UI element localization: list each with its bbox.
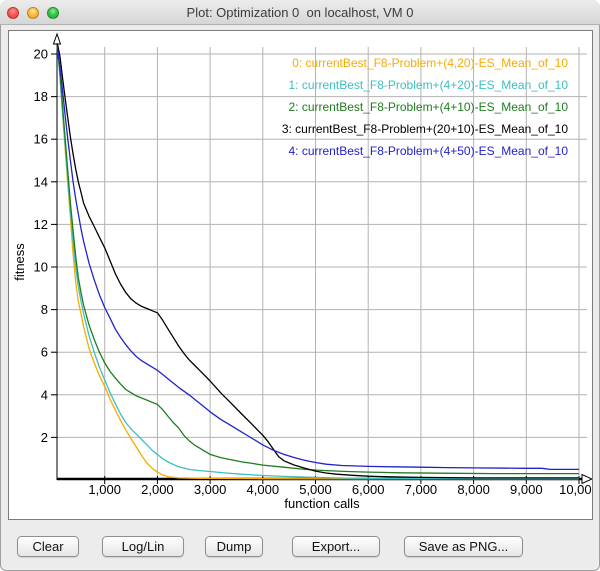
dump-button[interactable]: Dump [205, 536, 263, 557]
tick-labels: 2 4 6 8 10 12 14 16 18 20 1,000 2,000 3,000 4,000 5,00… [34, 47, 592, 498]
zoom-button-icon[interactable] [47, 6, 59, 19]
svg-text:12: 12 [34, 217, 48, 232]
svg-text:2: 2 [41, 430, 48, 445]
svg-text:9,000: 9,000 [510, 482, 543, 497]
svg-text:10: 10 [34, 260, 48, 275]
svg-text:7,000: 7,000 [405, 482, 438, 497]
y-axis-label: fitness [12, 243, 27, 281]
svg-text:16: 16 [34, 132, 48, 147]
button-bar: Clear Log/Lin Dump Export... Save as PNG… [0, 520, 600, 571]
plot-panel: 2 4 6 8 10 12 14 16 18 20 1,000 2,000 3,000 4,000 5,00… [8, 30, 593, 520]
series-curves [56, 43, 579, 480]
minimize-button-icon[interactable] [27, 6, 39, 19]
title-bar[interactable]: Plot: Optimization 0 on localhost, VM 0 [0, 0, 600, 25]
export-button[interactable]: Export... [292, 536, 380, 557]
svg-text:5,000: 5,000 [299, 482, 332, 497]
axes [52, 32, 592, 485]
svg-text:14: 14 [34, 174, 48, 189]
save-as-png-button[interactable]: Save as PNG... [404, 536, 523, 557]
svg-text:4,000: 4,000 [247, 482, 280, 497]
x-axis-label: function calls [284, 496, 360, 511]
svg-text:1,000: 1,000 [88, 482, 121, 497]
svg-text:20: 20 [34, 47, 48, 62]
close-button-icon[interactable] [7, 6, 19, 19]
svg-text:3,000: 3,000 [194, 482, 227, 497]
log-lin-button[interactable]: Log/Lin [102, 536, 184, 557]
svg-text:6,000: 6,000 [352, 482, 385, 497]
window-title: Plot: Optimization 0 on localhost, VM 0 [186, 5, 414, 20]
svg-text:10,000: 10,000 [559, 482, 592, 497]
svg-text:4: 4 [41, 387, 48, 402]
grid-lines [51, 47, 587, 479]
svg-text:8: 8 [41, 302, 48, 317]
tick-marks [51, 53, 580, 484]
svg-text:2,000: 2,000 [141, 482, 174, 497]
svg-text:8,000: 8,000 [457, 482, 490, 497]
clear-button[interactable]: Clear [17, 536, 79, 557]
plot-canvas: 2 4 6 8 10 12 14 16 18 20 1,000 2,000 3,000 4,000 5,00… [12, 32, 592, 511]
svg-text:6: 6 [41, 345, 48, 360]
svg-text:18: 18 [34, 89, 48, 104]
